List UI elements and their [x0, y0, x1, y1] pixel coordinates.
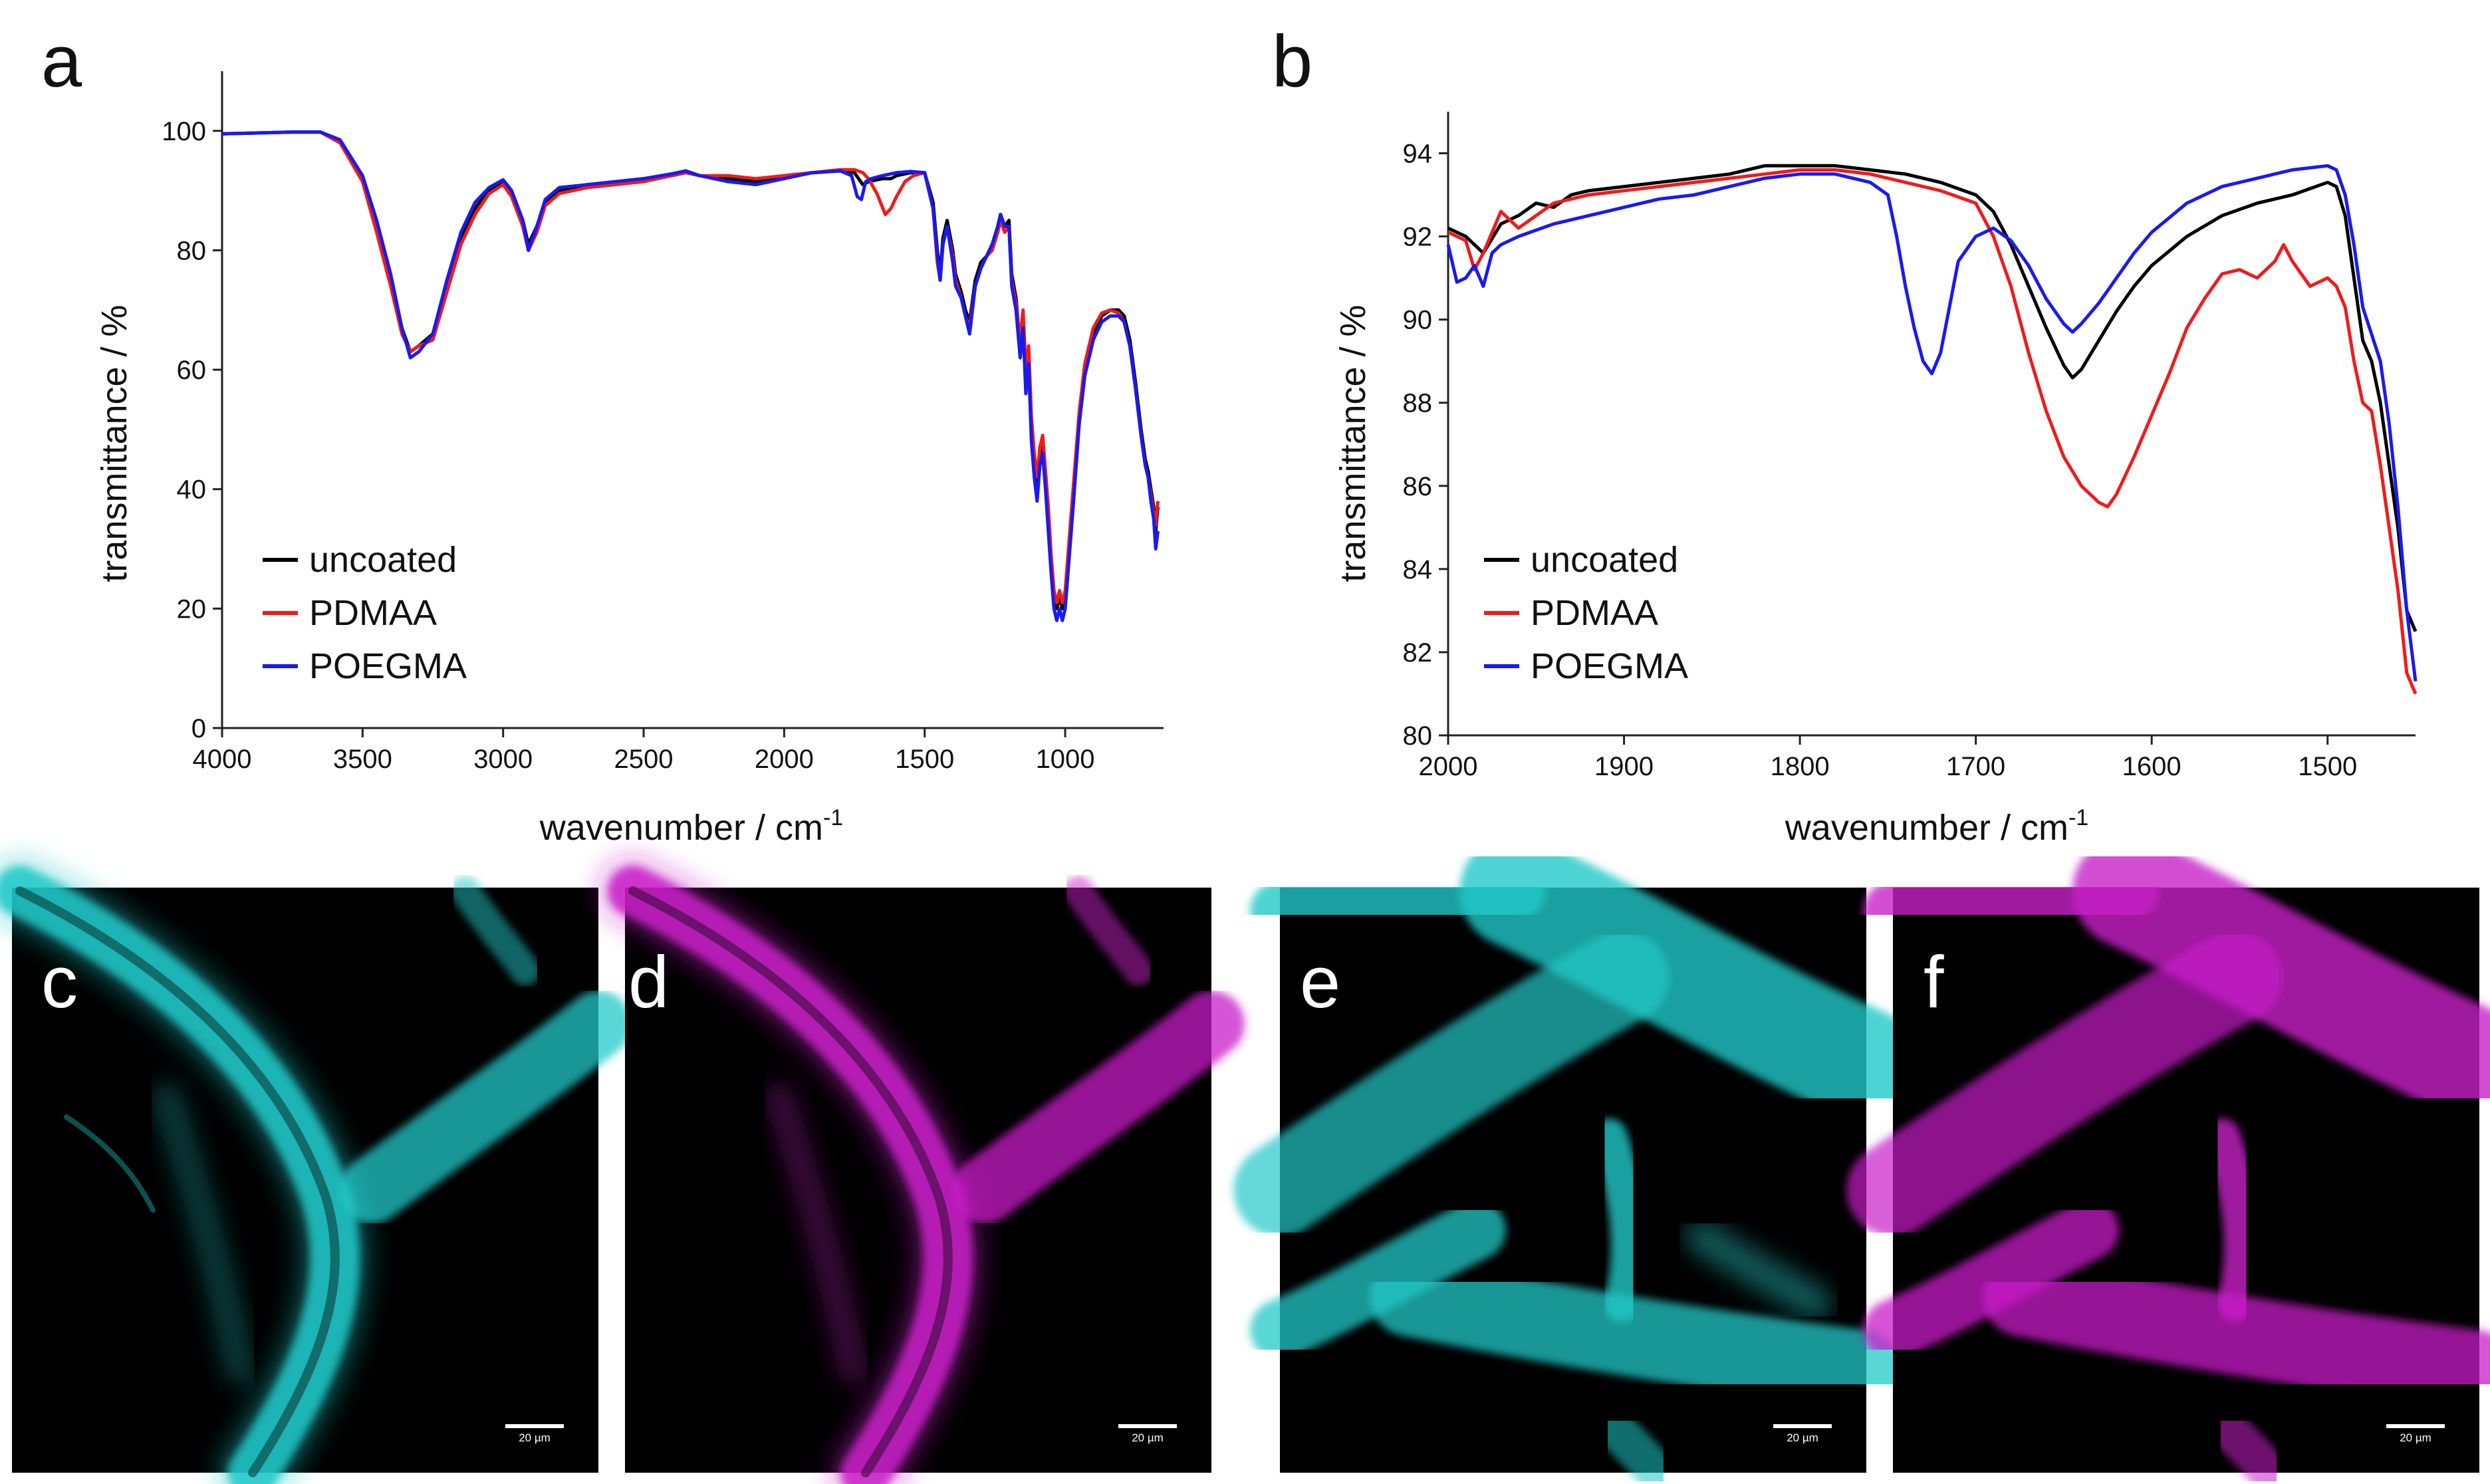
fiber-image-f	[1846, 834, 2490, 1484]
fiber-image-c	[0, 854, 632, 1484]
series-line-poegma	[1446, 164, 2418, 682]
y-tick-label: 84	[1403, 555, 1433, 584]
scale-bar-c: 20 µm	[505, 1424, 564, 1444]
x-tick-label: 2000	[1419, 752, 1478, 781]
micrograph-f	[1846, 834, 2490, 1484]
y-tick-label: 20	[177, 594, 207, 624]
micrograph-e	[1233, 834, 1918, 1484]
panel-letter-c: c	[41, 941, 78, 1023]
series-line-pdmaa	[221, 130, 1160, 604]
fiber-image-d	[596, 854, 1245, 1484]
x-tick-label: 1600	[2122, 752, 2181, 781]
y-tick-label: 80	[1403, 721, 1433, 751]
scale-bar-d: 20 µm	[1118, 1424, 1177, 1444]
x-tick-label: 1700	[1946, 752, 2005, 781]
panel-letter-e: e	[1300, 941, 1340, 1023]
x-tick-label: 2500	[614, 745, 674, 774]
y-tick-label: 92	[1403, 223, 1433, 252]
scale-bar-label: 20 µm	[1787, 1431, 1818, 1444]
chart-b-xlabel: wavenumber / cm-1	[1785, 805, 2088, 848]
y-tick-label: 86	[1403, 472, 1433, 501]
y-tick-label: 82	[1403, 638, 1433, 668]
chart-b-series	[1446, 164, 2418, 695]
series-line-poegma	[221, 130, 1160, 622]
y-tick-label: 80	[177, 236, 207, 265]
legend-label-pdmaa: PDMAA	[309, 593, 437, 633]
panel-letter-d: d	[628, 941, 669, 1023]
x-tick-label: 3500	[333, 745, 392, 774]
panel-letter-a: a	[41, 21, 82, 102]
x-tick-label: 1800	[1771, 752, 1830, 781]
scale-bar-f: 20 µm	[2386, 1424, 2445, 1444]
y-tick-label: 40	[177, 475, 207, 505]
panel-letter-b: b	[1272, 21, 1312, 102]
legend-label-pdmaa: PDMAA	[1531, 593, 1658, 633]
y-tick-label: 100	[162, 117, 206, 146]
y-tick-label: 88	[1403, 389, 1433, 418]
series-line-pdmaa	[1447, 168, 2418, 695]
chart-b-ylabel: transmittance / %	[1333, 305, 1373, 582]
x-tick-label: 1900	[1594, 752, 1654, 781]
chart-a-xlabel: wavenumber / cm-1	[539, 805, 843, 848]
y-tick-label: 90	[1403, 306, 1433, 335]
x-tick-label: 2000	[755, 745, 814, 774]
series-line-uncoated	[221, 130, 1160, 610]
scale-bar-label: 20 µm	[519, 1431, 551, 1444]
chart-b: 80 82 84 86 88 90 92 94 2000 1900 1800 1700 1600 1500…	[1333, 112, 2418, 848]
panel-letter-f: f	[1924, 941, 1944, 1023]
legend-label-uncoated: uncoated	[1531, 540, 1678, 580]
x-tick-label: 1000	[1036, 745, 1095, 774]
x-tick-label: 1500	[2298, 752, 2357, 781]
chart-b-legend: uncoated PDMAA POEGMA	[1484, 540, 1688, 686]
chart-a-ylabel: transmittance / %	[94, 305, 134, 582]
scale-bar-label: 20 µm	[2400, 1431, 2431, 1444]
y-tick-label: 94	[1403, 140, 1433, 169]
chart-a-axes: 0 20 40 60 80 100 4000 3500 3000 2500 2000 1500 1000	[162, 71, 1164, 774]
scale-bar-label: 20 µm	[1132, 1431, 1164, 1444]
x-tick-label: 1500	[895, 745, 954, 774]
chart-a: 0 20 40 60 80 100 4000 3500 3000 2500 2000 1500 1000…	[94, 71, 1164, 848]
chart-b-axes: 80 82 84 86 88 90 92 94 2000 1900 1800 1700 1600 1500	[1403, 112, 2416, 781]
micrograph-d	[596, 854, 1245, 1484]
fiber-image-e	[1233, 834, 1918, 1484]
micrograph-c	[0, 854, 632, 1484]
series-line-uncoated	[1447, 164, 2418, 632]
y-tick-label: 0	[191, 714, 206, 743]
chart-a-series	[221, 130, 1160, 622]
scale-bar-e: 20 µm	[1773, 1424, 1832, 1444]
x-tick-label: 3000	[473, 745, 533, 774]
x-tick-label: 4000	[193, 745, 252, 774]
legend-label-poegma: POEGMA	[1531, 646, 1688, 686]
legend-label-poegma: POEGMA	[309, 646, 467, 686]
legend-label-uncoated: uncoated	[309, 540, 457, 580]
chart-a-legend: uncoated PDMAA POEGMA	[263, 540, 467, 686]
y-tick-label: 60	[177, 356, 207, 385]
